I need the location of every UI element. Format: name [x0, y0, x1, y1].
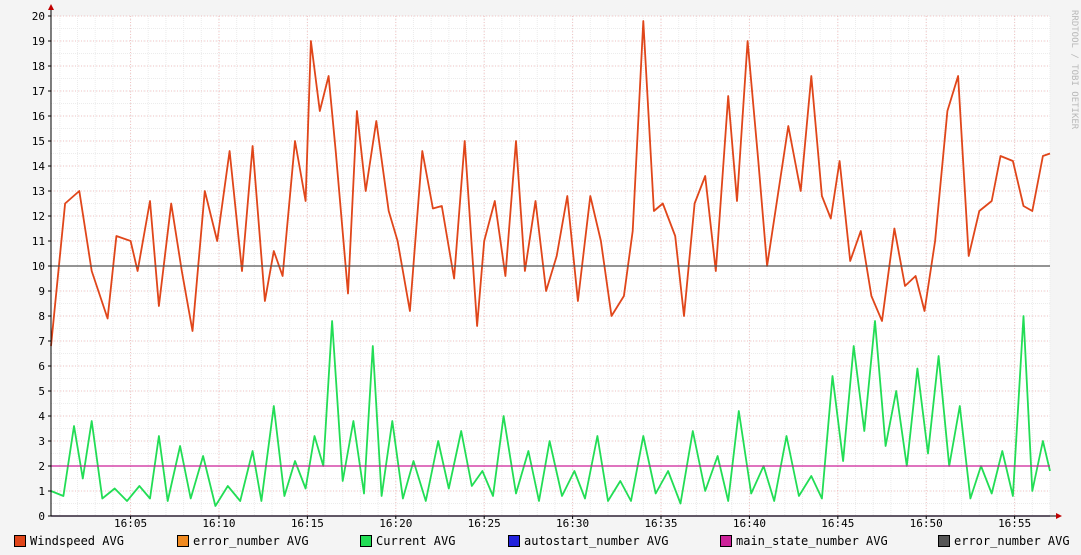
x-tick-label: 16:25: [468, 517, 501, 530]
x-tick-label: 16:50: [910, 517, 943, 530]
x-tick-label: 16:15: [291, 517, 324, 530]
legend-label: autostart_number AVG: [524, 534, 669, 548]
y-tick-label: 0: [38, 510, 45, 523]
y-tick-label: 18: [32, 60, 45, 73]
legend-item: autostart_number AVG: [508, 531, 669, 551]
legend-swatch: [508, 535, 520, 547]
x-axis-arrow: [1056, 513, 1062, 519]
y-tick-label: 15: [32, 135, 45, 148]
x-tick-label: 16:45: [821, 517, 854, 530]
y-tick-label: 16: [32, 110, 45, 123]
y-tick-label: 20: [32, 10, 45, 23]
y-tick-label: 7: [38, 335, 45, 348]
legend-swatch: [14, 535, 26, 547]
legend-item: Windspeed AVG: [14, 531, 124, 551]
legend-item: error_number AVG: [938, 531, 1070, 551]
y-tick-label: 19: [32, 35, 45, 48]
legend-label: Current AVG: [376, 534, 456, 548]
series-current-avg-2: [50, 315, 1051, 507]
legend-label: error_number AVG: [954, 534, 1070, 548]
x-tick-label: 16:20: [379, 517, 412, 530]
x-tick-label: 16:05: [114, 517, 147, 530]
legend-item: Current AVG: [360, 531, 455, 551]
legend-label: Windspeed AVG: [30, 534, 124, 548]
x-tick-labels: 16:05 16:10 16:15 16:20 16:25 16:30 16:35 16:40…: [114, 516, 1031, 530]
y-tick-label: 1: [38, 485, 45, 498]
legend-label: main_state_number AVG: [736, 534, 888, 548]
x-tick-label: 16:30: [556, 517, 589, 530]
y-tick-label: 5: [38, 385, 45, 398]
legend-swatch: [938, 535, 950, 547]
y-tick-label: 8: [38, 310, 45, 323]
legend-item: error_number AVG: [177, 531, 309, 551]
legend-item: main_state_number AVG: [720, 531, 888, 551]
legend-swatch: [720, 535, 732, 547]
x-tick-label: 16:55: [998, 517, 1031, 530]
y-tick-label: 11: [32, 235, 45, 248]
y-axis-arrow: [48, 4, 54, 10]
x-tick-label: 16:40: [733, 517, 766, 530]
y-tick-label: 3: [38, 435, 45, 448]
y-tick-label: 14: [32, 160, 46, 173]
y-tick-label: 4: [38, 410, 45, 423]
y-tick-label: 13: [32, 185, 45, 198]
y-tick-label: 6: [38, 360, 45, 373]
y-tick-label: 17: [32, 85, 45, 98]
x-tick-label: 16:10: [202, 517, 235, 530]
y-tick-label: 12: [32, 210, 45, 223]
x-tick-label: 16:35: [644, 517, 677, 530]
y-tick-label: 2: [38, 460, 45, 473]
y-tick-label: 9: [38, 285, 45, 298]
legend-label: error_number AVG: [193, 534, 309, 548]
legend-swatch: [360, 535, 372, 547]
legend-swatch: [177, 535, 189, 547]
watermark: RRDTOOL / TOBI OETIKER: [1069, 10, 1079, 130]
legend: Windspeed AVG error_number AVG Current AVG…: [0, 531, 1081, 551]
series-windspeed-avg-0: [50, 20, 1051, 347]
y-tick-label: 10: [32, 260, 45, 273]
